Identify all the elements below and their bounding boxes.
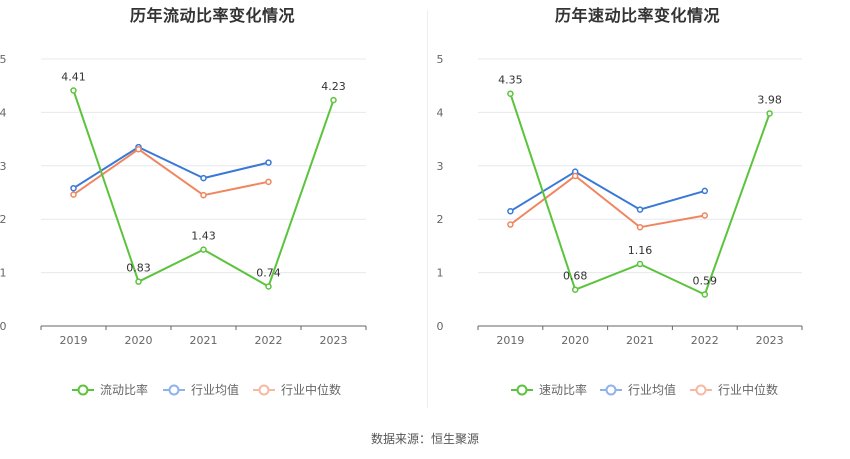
legend-item-1[interactable]: 行业均值	[163, 382, 239, 397]
data-point	[571, 286, 579, 293]
data-label: 0.59	[693, 274, 718, 287]
x-tick-label: 2022	[255, 334, 283, 347]
legend-label: 行业均值	[628, 382, 676, 397]
data-point	[701, 212, 709, 219]
legend-label: 行业中位数	[718, 382, 778, 397]
legend-item-1[interactable]: 行业均值	[600, 382, 676, 397]
x-tick-label: 2020	[125, 334, 153, 347]
legend-marker	[258, 384, 270, 396]
series-line-0	[72, 90, 335, 288]
current-ratio-chart: 0 1 2 3 4 5 2019 2020 2021 2022 2023 4.41 0.83 1.43 0.…	[0, 53, 367, 397]
x-tick-label: 2019	[60, 334, 88, 347]
y-tick-label: 5	[437, 53, 444, 66]
data-label: 4.23	[321, 80, 346, 93]
series-line-2	[72, 148, 269, 197]
data-label: 4.35	[498, 74, 523, 87]
data-point	[70, 191, 77, 198]
y-tick-label: 4	[0, 106, 7, 119]
data-label: 0.83	[126, 262, 151, 275]
data-point	[701, 187, 709, 195]
data-point	[507, 90, 514, 97]
data-point	[70, 87, 77, 94]
data-point	[70, 184, 77, 192]
panel-divider	[427, 10, 428, 408]
legend-item-2[interactable]: 行业中位数	[253, 382, 341, 397]
legend-marker	[77, 384, 89, 396]
quick-ratio-chart: 0 1 2 3 4 5 2019 2020 2021 2022 2023 4.35 0.68 1.16 0.…	[437, 53, 803, 397]
data-point	[701, 291, 709, 298]
data-label: 3.98	[757, 93, 782, 106]
quick-ratio-chart-panel: 历年速动比率变化情况 0 1 2 3 4 5 2019 2020 2021 2022 2023 4.3…	[425, 0, 850, 420]
data-point	[636, 260, 644, 268]
y-tick-label: 2	[437, 213, 444, 226]
legend-item-2[interactable]: 行业中位数	[690, 382, 778, 397]
data-point	[507, 221, 514, 228]
data-point	[135, 278, 142, 285]
x-tick-label: 2021	[190, 334, 218, 347]
data-point	[265, 159, 272, 166]
x-tick-label: 2019	[496, 334, 524, 347]
data-label: 4.41	[61, 71, 86, 84]
y-tick-label: 3	[437, 160, 444, 173]
y-tick-label: 0	[437, 320, 444, 333]
chart-title: 历年流动比率变化情况	[129, 6, 295, 25]
data-label: 1.43	[191, 230, 216, 243]
x-tick-label: 2021	[626, 334, 654, 347]
y-tick-label: 0	[0, 320, 7, 333]
legend-item-0[interactable]: 流动比率	[72, 382, 148, 397]
data-point	[766, 110, 773, 117]
current-ratio-chart-panel: 历年流动比率变化情况 0 1 2 3 4 5 2019 2020 2021 2022 2023 4.4…	[0, 0, 425, 420]
data-point	[330, 96, 337, 104]
data-point	[265, 178, 272, 186]
series-line-1	[509, 170, 706, 213]
y-tick-label: 4	[437, 106, 444, 119]
legend-label: 行业均值	[191, 382, 239, 397]
data-point	[636, 223, 644, 231]
data-label: 0.68	[563, 270, 588, 283]
data-point	[636, 206, 644, 213]
data-point	[507, 207, 514, 215]
data-point	[200, 246, 207, 253]
legend-marker	[605, 384, 617, 396]
y-tick-label: 2	[0, 213, 7, 226]
y-tick-label: 1	[0, 267, 7, 280]
data-label: 1.16	[628, 244, 653, 257]
y-tick-label: 5	[0, 53, 7, 66]
data-label: 0.74	[256, 266, 281, 279]
x-tick-label: 2020	[561, 334, 589, 347]
data-point	[265, 283, 272, 290]
series-line-2	[509, 174, 705, 229]
x-tick-label: 2022	[691, 334, 719, 347]
y-tick-label: 3	[0, 160, 7, 173]
legend-marker	[695, 384, 707, 396]
legend-label: 行业中位数	[281, 382, 341, 397]
x-tick-label: 2023	[756, 334, 784, 347]
legend-label: 流动比率	[100, 382, 148, 397]
x-tick-label: 2023	[320, 334, 348, 347]
y-tick-label: 1	[437, 267, 444, 280]
legend-marker	[168, 384, 180, 396]
legend-marker	[516, 384, 528, 396]
chart-title: 历年速动比率变化情况	[554, 6, 720, 25]
series-line-1	[72, 146, 269, 190]
data-point	[200, 191, 207, 199]
legend-item-0[interactable]: 速动比率	[511, 382, 587, 397]
data-point	[571, 172, 579, 180]
data-point	[135, 145, 142, 153]
legend-label: 速动比率	[539, 382, 587, 397]
data-source-note: 数据来源：恒生聚源	[370, 432, 479, 446]
data-point	[200, 174, 207, 182]
